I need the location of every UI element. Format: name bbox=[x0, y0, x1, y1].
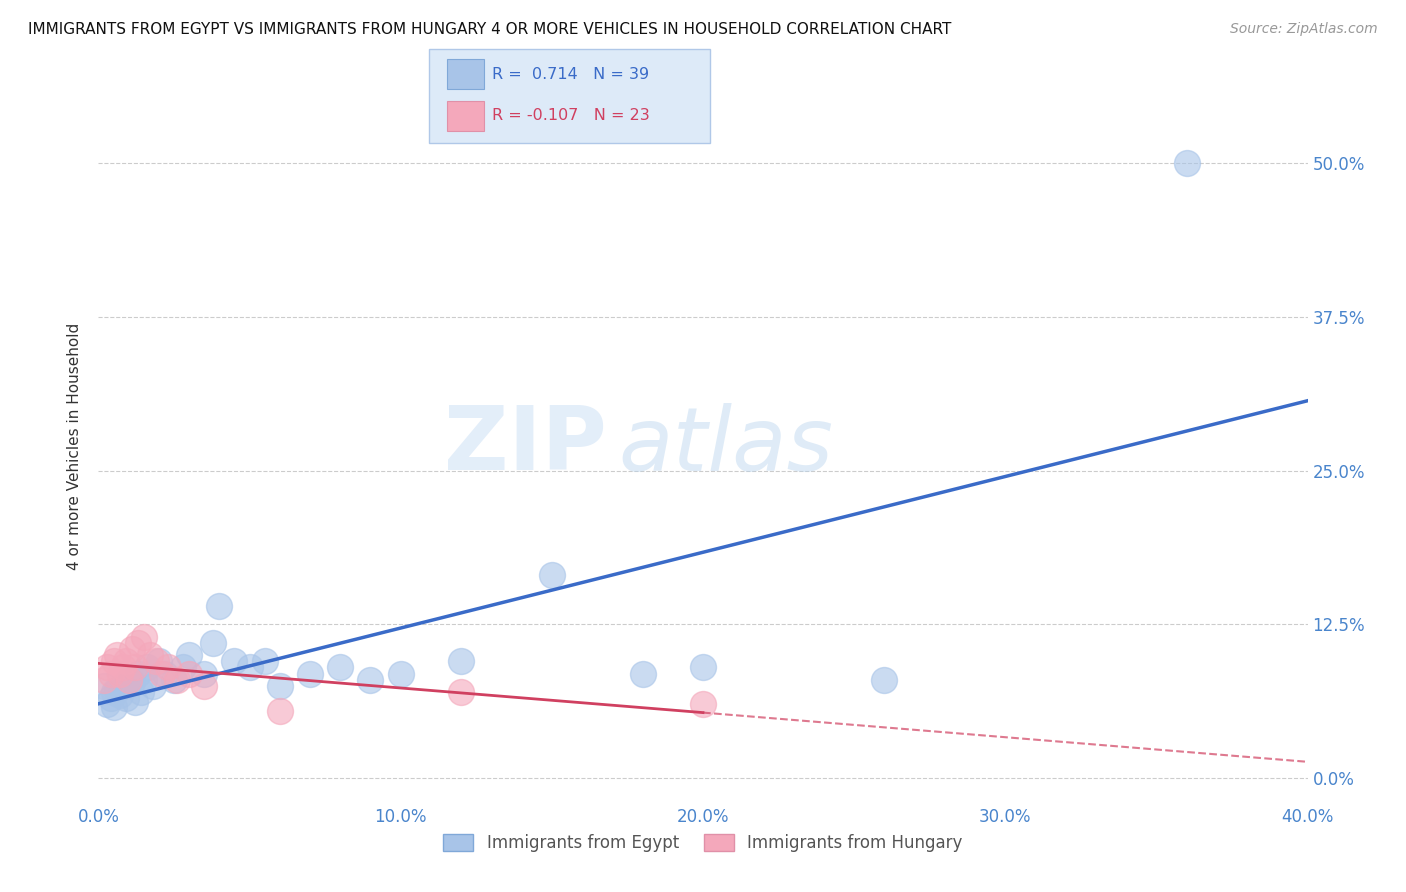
Point bbox=[105, 682, 128, 697]
Point bbox=[96, 660, 118, 674]
Point bbox=[139, 648, 162, 662]
Point bbox=[124, 660, 146, 674]
Text: IMMIGRANTS FROM EGYPT VS IMMIGRANTS FROM HUNGARY 4 OR MORE VEHICLES IN HOUSEHOLD: IMMIGRANTS FROM EGYPT VS IMMIGRANTS FROM… bbox=[28, 22, 952, 37]
Point bbox=[111, 679, 134, 693]
Text: atlas: atlas bbox=[619, 403, 834, 489]
Point bbox=[103, 654, 125, 668]
Point bbox=[450, 654, 472, 668]
Point bbox=[193, 666, 215, 681]
Point bbox=[103, 685, 125, 699]
Point bbox=[121, 675, 143, 690]
Point bbox=[224, 654, 246, 668]
Point bbox=[108, 666, 131, 681]
Point bbox=[450, 685, 472, 699]
Point bbox=[692, 698, 714, 712]
Point bbox=[166, 673, 188, 687]
Point bbox=[360, 673, 382, 687]
Point bbox=[179, 666, 201, 681]
Point bbox=[202, 636, 225, 650]
Text: R = -0.107   N = 23: R = -0.107 N = 23 bbox=[492, 109, 650, 123]
Point bbox=[1175, 156, 1198, 170]
Point bbox=[873, 673, 896, 687]
Point bbox=[124, 695, 146, 709]
Text: R =  0.714   N = 39: R = 0.714 N = 39 bbox=[492, 67, 650, 81]
Text: ZIP: ZIP bbox=[443, 402, 606, 490]
Point bbox=[105, 648, 128, 662]
Point bbox=[253, 654, 276, 668]
Point bbox=[172, 660, 194, 674]
Point bbox=[329, 660, 352, 674]
Point bbox=[129, 685, 152, 699]
Point bbox=[631, 666, 654, 681]
Text: Source: ZipAtlas.com: Source: ZipAtlas.com bbox=[1230, 22, 1378, 37]
Point bbox=[156, 660, 179, 674]
Point bbox=[208, 599, 231, 613]
Point bbox=[127, 666, 149, 681]
Point bbox=[153, 666, 176, 681]
Point bbox=[135, 660, 157, 674]
Point bbox=[93, 679, 115, 693]
Point bbox=[103, 699, 125, 714]
Legend: Immigrants from Egypt, Immigrants from Hungary: Immigrants from Egypt, Immigrants from H… bbox=[437, 827, 969, 859]
Point bbox=[132, 673, 155, 687]
Point bbox=[132, 630, 155, 644]
Point bbox=[269, 679, 291, 693]
Point bbox=[150, 666, 173, 681]
Point bbox=[163, 673, 186, 687]
Point bbox=[127, 636, 149, 650]
Point bbox=[145, 654, 167, 668]
Point bbox=[692, 660, 714, 674]
Point bbox=[193, 679, 215, 693]
Point bbox=[111, 660, 134, 674]
Point bbox=[389, 666, 412, 681]
Point bbox=[93, 673, 115, 687]
Point bbox=[118, 673, 141, 687]
Point bbox=[114, 691, 136, 706]
Point bbox=[118, 673, 141, 687]
Point bbox=[239, 660, 262, 674]
Point bbox=[179, 648, 201, 662]
Point bbox=[96, 698, 118, 712]
Point bbox=[100, 691, 122, 706]
Point bbox=[540, 568, 562, 582]
Point bbox=[108, 688, 131, 702]
Point bbox=[148, 654, 170, 668]
Point bbox=[114, 654, 136, 668]
Point bbox=[100, 666, 122, 681]
Point bbox=[121, 642, 143, 657]
Y-axis label: 4 or more Vehicles in Household: 4 or more Vehicles in Household bbox=[67, 322, 83, 570]
Point bbox=[299, 666, 322, 681]
Point bbox=[142, 679, 165, 693]
Point bbox=[269, 704, 291, 718]
